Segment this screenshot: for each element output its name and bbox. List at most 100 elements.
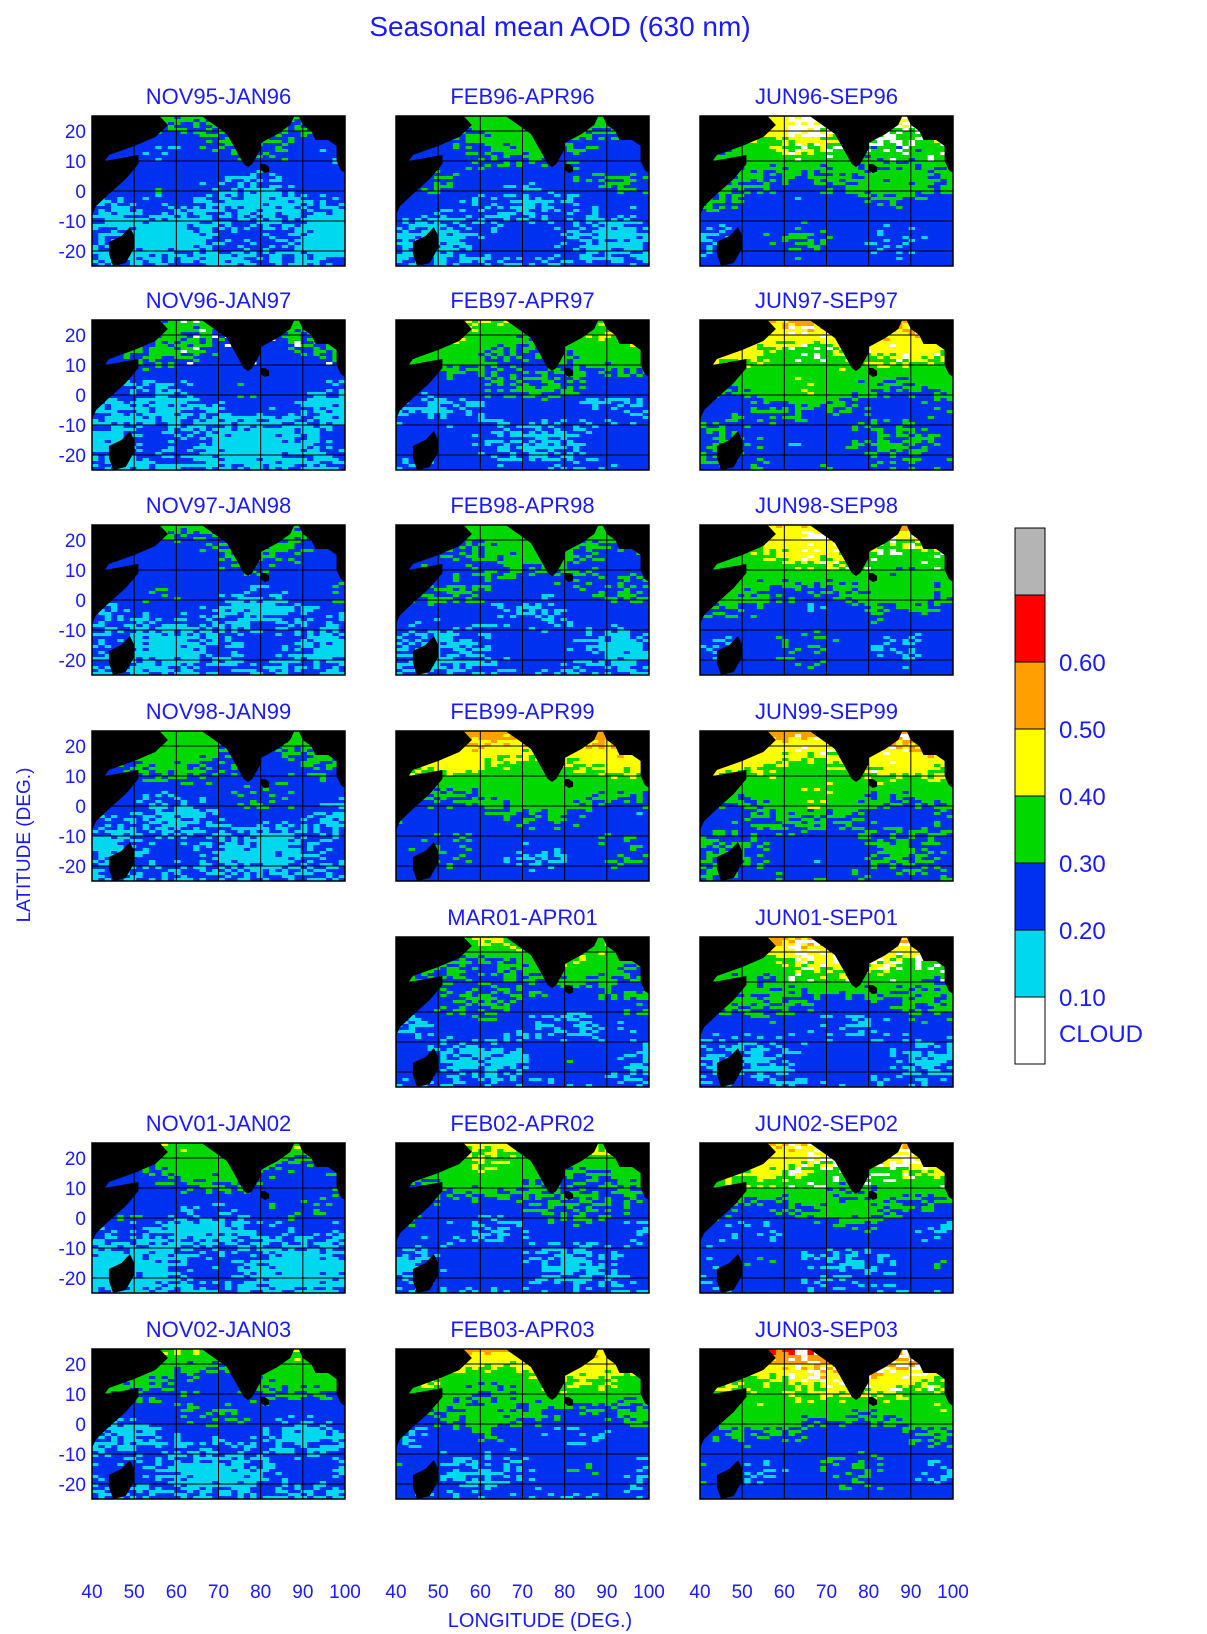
aod-cell <box>465 215 473 219</box>
aod-cell <box>934 158 941 162</box>
aod-cell <box>775 134 783 138</box>
aod-cell <box>218 227 226 231</box>
aod-cell <box>167 140 175 144</box>
aod-cell <box>180 161 188 165</box>
aod-cell <box>167 161 175 165</box>
aod-cell <box>250 218 258 222</box>
aod-cell <box>516 236 524 240</box>
aod-cell <box>237 176 245 180</box>
aod-cell <box>807 137 815 141</box>
aod-cell <box>566 179 574 183</box>
aod-cell <box>915 176 922 180</box>
aod-cell <box>186 212 194 216</box>
aod-cell <box>104 263 112 266</box>
aod-cell <box>889 146 897 150</box>
aod-cell <box>129 191 137 195</box>
aod-cell <box>446 218 454 222</box>
aod-cell <box>750 149 758 153</box>
aod-cell <box>218 230 226 234</box>
aod-cell <box>433 254 441 258</box>
aod-cell <box>579 209 587 213</box>
aod-cell <box>490 167 498 171</box>
aod-cell <box>604 254 612 258</box>
aod-cell <box>440 215 448 219</box>
aod-cell <box>155 161 163 165</box>
aod-cell <box>845 164 853 168</box>
aod-cell <box>199 248 207 252</box>
aod-cell <box>547 245 555 249</box>
aod-cell <box>522 212 530 216</box>
aod-cell <box>174 218 182 222</box>
aod-cell <box>142 212 150 216</box>
aod-cell <box>820 128 828 132</box>
aod-cell <box>889 164 897 168</box>
aod-cell <box>547 254 555 258</box>
aod-cell <box>446 155 454 159</box>
aod-cell <box>509 254 517 258</box>
aod-cell <box>123 194 131 198</box>
aod-cell <box>123 182 131 186</box>
aod-cell <box>484 251 492 255</box>
aod-cell <box>592 152 600 156</box>
aod-cell <box>446 236 454 240</box>
aod-cell <box>484 125 492 129</box>
aod-cell <box>915 146 922 150</box>
aod-cell <box>566 191 574 195</box>
aod-cell <box>161 248 169 252</box>
aod-cell <box>547 200 555 204</box>
aod-cell <box>516 137 524 141</box>
aod-cell <box>167 182 175 186</box>
aod-cell <box>560 176 568 180</box>
aod-cell <box>592 218 600 222</box>
aod-cell <box>111 224 118 228</box>
aod-cell <box>636 227 644 231</box>
aod-cell <box>180 221 188 225</box>
aod-cell <box>111 230 118 234</box>
aod-cell <box>528 239 536 243</box>
aod-cell <box>269 200 277 204</box>
aod-cell <box>212 185 220 189</box>
aod-cell <box>535 206 543 210</box>
aod-cell <box>199 182 207 186</box>
aod-cell <box>218 215 226 219</box>
aod-cell <box>218 134 226 138</box>
aod-cell <box>218 236 226 240</box>
aod-cell <box>117 263 125 266</box>
aod-cell <box>452 221 460 225</box>
aod-cell <box>573 203 581 207</box>
aod-cell <box>193 188 201 192</box>
aod-cell <box>490 236 498 240</box>
aod-cell <box>642 194 649 198</box>
aod-cell <box>541 188 549 192</box>
aod-cell <box>129 230 137 234</box>
aod-cell <box>446 233 454 237</box>
land-mass <box>602 116 649 173</box>
aod-cell <box>522 197 530 201</box>
aod-cell <box>630 161 637 165</box>
aod-cell <box>300 206 308 210</box>
aod-cell <box>243 197 251 201</box>
aod-cell <box>503 131 511 135</box>
aod-cell <box>186 161 194 165</box>
aod-cell <box>611 212 618 216</box>
aod-cell <box>307 170 314 174</box>
aod-cell <box>573 242 581 246</box>
aod-cell <box>98 245 106 249</box>
aod-cell <box>237 191 245 195</box>
aod-cell <box>794 128 802 132</box>
aod-cell <box>332 209 340 213</box>
aod-cell <box>585 152 593 156</box>
aod-cell <box>231 248 239 252</box>
aod-cell <box>243 224 251 228</box>
aod-cell <box>592 140 600 144</box>
aod-cell <box>813 143 821 147</box>
aod-cell <box>813 173 821 177</box>
aod-cell <box>136 149 144 153</box>
aod-cell <box>161 191 169 195</box>
aod-cell <box>326 146 333 150</box>
aod-cell <box>801 170 809 174</box>
aod-cell <box>503 140 511 144</box>
aod-cell <box>782 128 790 132</box>
aod-cell <box>237 161 245 165</box>
aod-cell <box>801 131 809 135</box>
